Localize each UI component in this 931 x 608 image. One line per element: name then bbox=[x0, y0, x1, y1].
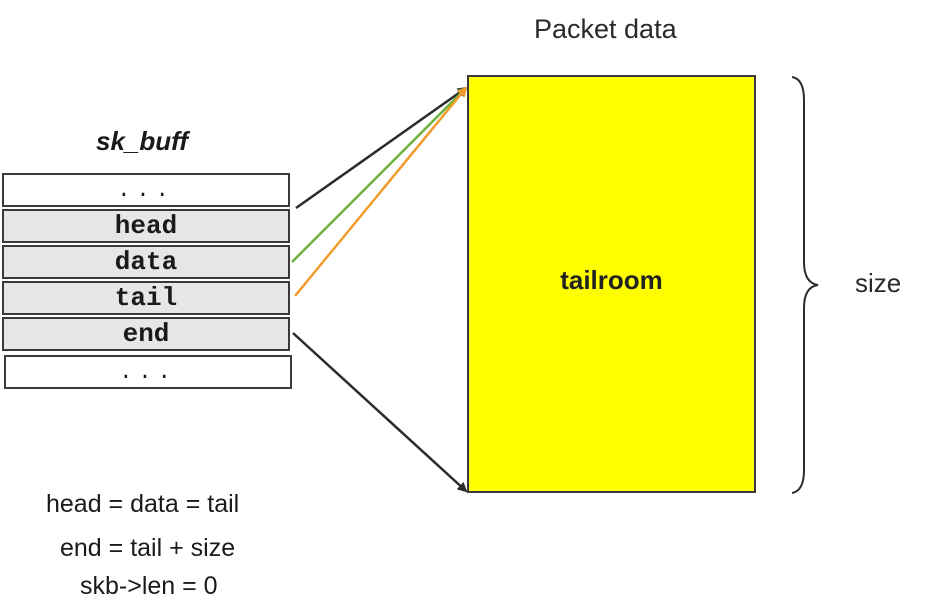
equation-line-2: end = tail + size bbox=[60, 534, 236, 562]
packet-data-block: tailroom bbox=[467, 75, 756, 493]
struct-row-label: tail bbox=[114, 283, 178, 313]
size-brace bbox=[791, 76, 819, 494]
struct-row-end: end bbox=[2, 317, 290, 351]
tailroom-label: tailroom bbox=[560, 264, 663, 295]
struct-row-data: data bbox=[2, 245, 290, 279]
packet-data-title: Packet data bbox=[534, 14, 677, 44]
struct-row-head: head bbox=[2, 209, 290, 243]
data-pointer-arrow bbox=[291, 86, 468, 263]
struct-row-label: end bbox=[122, 319, 170, 349]
struct-row-label: data bbox=[114, 247, 178, 277]
sk-buff-title: sk_buff bbox=[96, 126, 188, 156]
struct-row-label: ... bbox=[117, 177, 175, 203]
struct-row-ellipsis-bottom: ... bbox=[4, 355, 292, 389]
equation-line-3: skb->len = 0 bbox=[80, 572, 218, 600]
struct-row-ellipsis-top: ... bbox=[2, 173, 290, 207]
struct-row-label: ... bbox=[119, 359, 177, 385]
head-pointer-arrow bbox=[295, 86, 468, 210]
struct-row-tail: tail bbox=[2, 281, 290, 315]
end-pointer-arrow bbox=[292, 332, 468, 493]
struct-row-label: head bbox=[114, 211, 178, 241]
tail-pointer-arrow bbox=[294, 86, 468, 297]
size-label: size bbox=[855, 268, 902, 298]
equation-line-1: head = data = tail bbox=[46, 490, 240, 518]
